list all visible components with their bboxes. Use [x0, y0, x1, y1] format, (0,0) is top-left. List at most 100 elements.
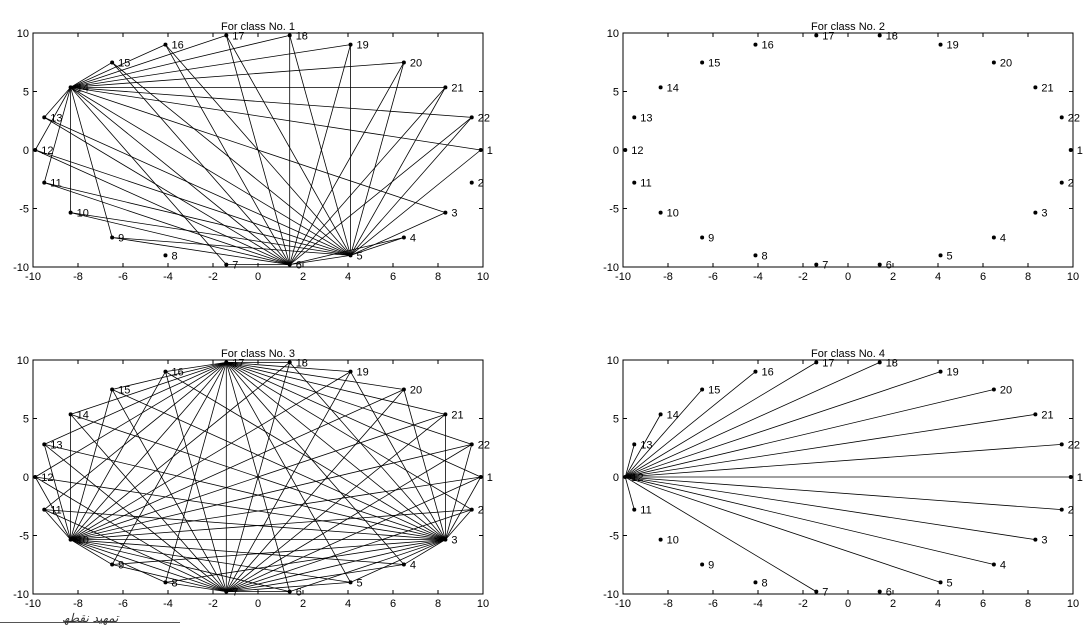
node-label: 17: [232, 357, 244, 369]
node-label: 5: [357, 250, 363, 262]
node-label: 7: [232, 587, 238, 599]
edge-line: [625, 476, 817, 592]
node-point: [348, 253, 353, 258]
x-tick-label: -4: [753, 271, 763, 283]
node-label: 16: [171, 367, 183, 379]
node-point: [814, 360, 819, 365]
y-tick-label: 5: [613, 87, 619, 99]
x-tick-label: 4: [935, 598, 941, 610]
x-tick-label: -2: [208, 271, 218, 283]
node-point: [287, 360, 292, 365]
edge-line: [35, 362, 227, 478]
edge-line: [289, 35, 351, 256]
edge-line: [70, 539, 351, 583]
node-point: [1033, 210, 1038, 215]
edge-line: [625, 476, 994, 565]
node-label: 5: [357, 577, 363, 589]
edge-line: [44, 362, 227, 510]
node-point: [469, 507, 474, 512]
node-label: 16: [761, 40, 773, 52]
edge-line: [225, 362, 405, 565]
node-label: 22: [1068, 112, 1080, 124]
node-point: [110, 60, 115, 65]
edge-line: [111, 62, 291, 265]
x-tick-label: 6: [390, 598, 396, 610]
node-label: 3: [451, 535, 457, 547]
node-label: 15: [118, 57, 130, 69]
node-label: 13: [640, 112, 652, 124]
node-point: [1059, 115, 1064, 120]
edge-line: [70, 389, 113, 540]
edge-line: [226, 361, 446, 415]
edge-line: [70, 539, 113, 565]
y-tick-label: -5: [609, 531, 619, 543]
watermark-line: [0, 622, 180, 623]
node-point: [658, 210, 663, 215]
node-label: 12: [631, 145, 643, 157]
node-point: [632, 115, 637, 120]
node-point: [163, 580, 168, 585]
node-label: 15: [118, 384, 130, 396]
edge-line: [35, 476, 227, 592]
edge-line: [289, 254, 351, 266]
x-tick-label: 10: [1067, 598, 1079, 610]
node-point: [814, 589, 819, 594]
node-label: 14: [667, 82, 679, 94]
edge-line: [624, 444, 635, 478]
node-label: 8: [171, 250, 177, 262]
node-label: 1: [487, 472, 493, 484]
node-label: 22: [1068, 439, 1080, 451]
edge-line: [165, 361, 227, 373]
chart-panel-3: For class No. 3 -10 -8 -6 -4 -2 0 2 4 6 8 10 -10 -5 0 5…: [13, 348, 493, 610]
node-point: [42, 115, 47, 120]
node-point: [348, 580, 353, 585]
node-point: [469, 115, 474, 120]
node-point: [938, 253, 943, 258]
node-point: [401, 562, 406, 567]
edge-line: [112, 237, 351, 256]
x-tick-label: -6: [708, 271, 718, 283]
edge-line: [112, 361, 227, 390]
edge-line: [403, 389, 446, 540]
edge-line: [43, 87, 71, 183]
x-tick-label: -10: [615, 271, 631, 283]
node-label: 19: [947, 367, 959, 379]
node-point: [1068, 475, 1073, 479]
x-tick-label: 2: [890, 271, 896, 283]
edge-line: [44, 361, 227, 445]
node-label: 6: [296, 587, 302, 599]
node-point: [401, 60, 406, 65]
edge-line: [350, 212, 446, 256]
node-label: 9: [118, 560, 124, 572]
node-point: [877, 33, 882, 38]
node-label: 18: [296, 30, 308, 42]
node-point: [753, 369, 758, 374]
edge-line: [165, 371, 227, 592]
edge-line: [43, 509, 71, 540]
edge-line: [350, 62, 405, 256]
node-point: [478, 148, 483, 152]
edge-line: [70, 371, 166, 540]
node-label: 1: [1077, 472, 1083, 484]
x-tick-label: 8: [1025, 598, 1031, 610]
node-point: [753, 42, 758, 47]
edge-line: [70, 212, 290, 266]
node-label: 1: [1077, 145, 1083, 157]
node-point: [877, 262, 882, 267]
node-label: 11: [640, 505, 651, 517]
node-point: [110, 562, 115, 567]
node-label: 10: [667, 208, 679, 220]
node-point: [443, 412, 448, 417]
node-label: 4: [1000, 560, 1006, 572]
node-label: 2: [1068, 505, 1074, 517]
x-tick-label: 2: [300, 271, 306, 283]
edge-line: [350, 371, 446, 540]
node-label: 4: [410, 233, 416, 245]
x-tick-label: -8: [73, 598, 83, 610]
node-point: [753, 580, 758, 585]
edge-line: [70, 389, 405, 540]
node-label: 16: [761, 367, 773, 379]
edge-line: [226, 564, 404, 593]
edge-line: [70, 87, 290, 265]
edge-line: [70, 443, 472, 541]
